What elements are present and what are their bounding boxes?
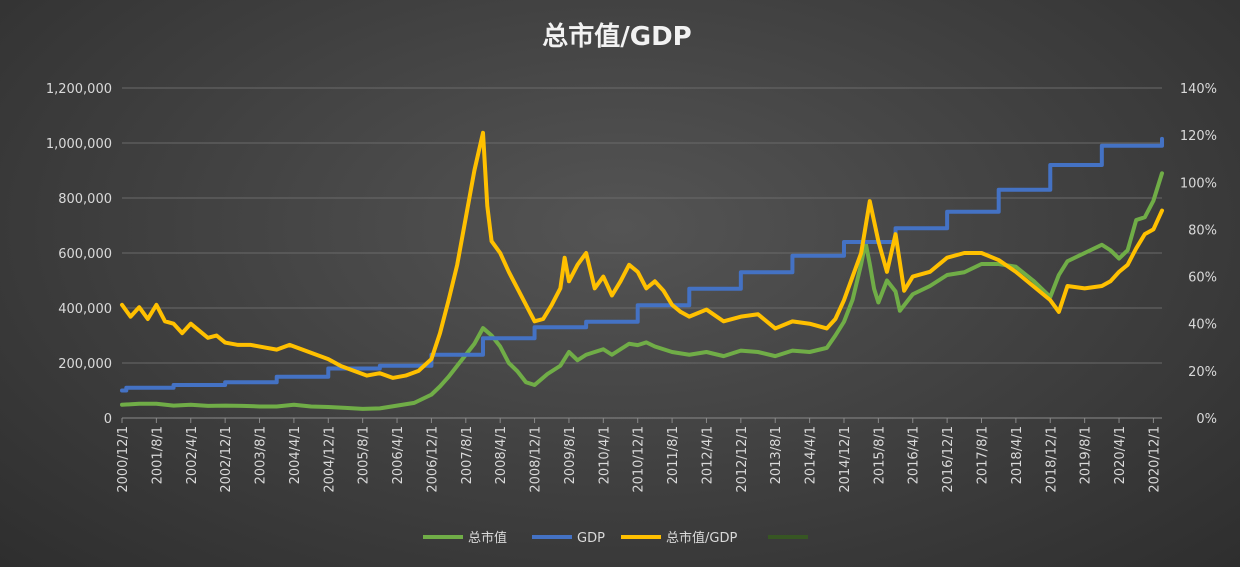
x-tick-label: 2012/12/1: [735, 426, 750, 493]
y-left-tick-label: 0: [104, 412, 112, 427]
y-left-tick-label: 800,000: [58, 192, 112, 207]
series-line-gdp: [120, 136, 1164, 393]
y-axis-right: 0% 20% 40% 60% 80% 100% 120% 140%: [1180, 82, 1217, 427]
x-tick-label: 2010/4/1: [597, 426, 612, 484]
x-tick-label: 2000/12/1: [116, 426, 131, 493]
y-right-tick-label: 80%: [1188, 223, 1217, 238]
y-right-tick-label: 100%: [1180, 176, 1217, 191]
legend-label-market_cap: 总市值: [468, 530, 507, 546]
x-tick-label: 2006/12/1: [425, 426, 440, 493]
y-right-tick-label: 60%: [1188, 271, 1217, 286]
legend: 总市值 GDP 总市值/GDP: [423, 530, 808, 546]
x-tick-label: 2005/8/1: [357, 426, 372, 484]
x-tick-label: 2004/4/1: [288, 426, 303, 484]
x-tick-label: 2006/4/1: [391, 426, 406, 484]
x-tick-label: 2007/8/1: [460, 426, 475, 484]
x-tick-label: 2014/12/1: [838, 426, 853, 493]
y-axis-left: 0 200,000 400,000 600,000 800,000 1,000,000 1,…: [46, 82, 112, 427]
x-tick-label: 2008/12/1: [529, 426, 544, 493]
chart-title: 总市值/GDP: [542, 21, 691, 52]
x-tick-label: 2013/8/1: [769, 426, 784, 484]
legend-label-ratio: 总市值/GDP: [666, 530, 737, 546]
y-right-tick-label: 40%: [1188, 318, 1217, 333]
x-tick-label: 2014/4/1: [804, 426, 819, 484]
x-tick-label: 2016/12/1: [941, 426, 956, 493]
legend-label-gdp: GDP: [577, 531, 605, 546]
y-left-tick-label: 1,200,000: [46, 82, 112, 97]
x-tick-label: 2018/4/1: [1010, 426, 1025, 484]
y-left-tick-label: 1,000,000: [46, 137, 112, 152]
series-line-market_cap: [120, 171, 1164, 411]
y-right-tick-label: 120%: [1180, 129, 1217, 144]
y-right-tick-label: 140%: [1180, 82, 1217, 97]
x-tick-label: 2019/8/1: [1079, 426, 1094, 484]
y-right-tick-label: 0%: [1196, 412, 1217, 427]
y-left-tick-label: 400,000: [58, 302, 112, 317]
x-tick-label: 2011/8/1: [666, 426, 681, 484]
x-tick-label: 2002/12/1: [219, 426, 234, 493]
x-tick-label: 2018/12/1: [1044, 426, 1059, 493]
x-tick-label: 2001/8/1: [150, 426, 165, 484]
x-tick-label: 2016/4/1: [907, 426, 922, 484]
x-tick-label: 2012/4/1: [700, 426, 715, 484]
x-tick-label: 2020/4/1: [1113, 426, 1128, 484]
x-tick-label: 2020/12/1: [1147, 426, 1162, 493]
series-lines: [120, 130, 1164, 411]
gridlines: [122, 87, 1162, 419]
x-tick-label: 2017/8/1: [976, 426, 991, 484]
x-tick-label: 2002/4/1: [185, 426, 200, 484]
x-axis: 2000/12/1 2001/8/1 2002/4/1 2002/12/1 2003/8…: [116, 417, 1162, 493]
y-left-tick-label: 600,000: [58, 247, 112, 262]
x-tick-label: 2015/8/1: [872, 426, 887, 484]
x-tick-label: 2009/8/1: [563, 426, 578, 484]
y-right-tick-label: 20%: [1188, 365, 1217, 380]
y-left-tick-label: 200,000: [58, 357, 112, 372]
x-tick-label: 2010/12/1: [632, 426, 647, 493]
x-tick-label: 2008/4/1: [494, 426, 509, 484]
x-tick-label: 2003/8/1: [254, 426, 269, 484]
x-tick-label: 2004/12/1: [322, 426, 337, 493]
series-line-ratio: [120, 130, 1164, 380]
